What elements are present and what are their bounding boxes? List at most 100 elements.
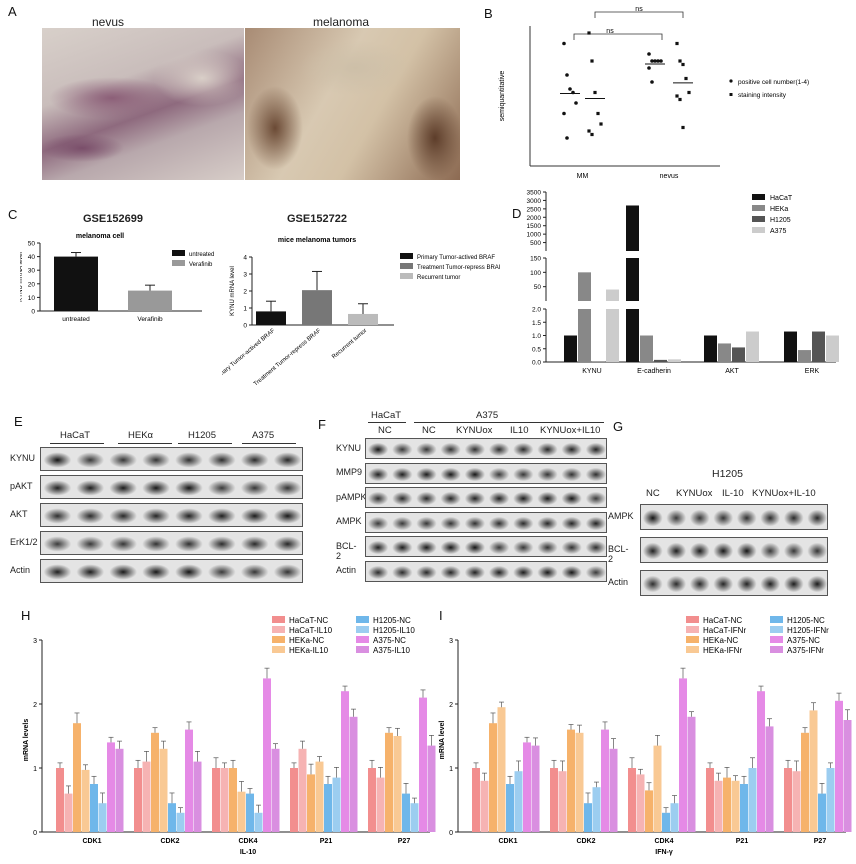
e-row-label-4: Actin — [10, 565, 31, 575]
e-group-underline-0 — [50, 443, 104, 444]
h-bar-2-6 — [263, 678, 271, 832]
i-xlabel-3: P21 — [736, 838, 749, 845]
f-blot-strip-5 — [365, 560, 607, 582]
c1-title: melanoma cell — [76, 233, 124, 240]
b-point-nevus-s1 — [650, 59, 654, 63]
b-point-MM-s1 — [565, 73, 569, 77]
h-y-label: mRNA levels — [23, 719, 30, 762]
c1-ytick-label-10: 10 — [28, 295, 36, 302]
g-row-label-0: AMPK — [608, 511, 634, 521]
i-bar-3-3 — [731, 780, 740, 832]
d-bar-bot-3-0 — [606, 309, 619, 362]
b-ns-bracket-2 — [573, 33, 663, 40]
f-col-label-3: IL10 — [510, 425, 529, 436]
i-bar-4-1 — [792, 771, 801, 832]
h-legend-swatch-2 — [272, 636, 285, 643]
b-point-nevus-s1 — [647, 52, 651, 56]
d-ytick-label-top-1000: 1000 — [527, 232, 542, 239]
c2-ytick-label-3: 3 — [243, 272, 247, 279]
d-ytick-label-bot-1.5: 1.5 — [532, 320, 541, 327]
c2-legend-swatch-1 — [400, 263, 413, 269]
d-ytick-label-top-3000: 3000 — [527, 198, 542, 205]
h-legend-swatch-7 — [356, 646, 369, 653]
e-row-label-1: pAKT — [10, 481, 33, 491]
i-bar-3-2 — [723, 777, 731, 832]
c2-legend-swatch-0 — [400, 253, 413, 259]
b-point-MM-s1 — [568, 87, 572, 91]
e-blot-strip-1 — [40, 475, 303, 499]
i-legend-swatch-4 — [770, 616, 783, 623]
f-row-label-0: KYNU — [336, 442, 362, 453]
f-col-label-2: KYNUox — [456, 425, 493, 436]
panel-letter-a: A — [8, 4, 17, 19]
g-col-label-3: KYNUox+IL-10 — [752, 488, 816, 499]
c2-legend-label-1: Treatment Tumor-repress BRAI — [417, 265, 501, 271]
h-legend-label-6: A375-NC — [373, 636, 406, 645]
d-bar-mid-3-0 — [606, 289, 619, 301]
d-legend-swatch-3 — [752, 227, 765, 233]
d-bar-bot-2-3 — [812, 331, 825, 362]
i-legend-swatch-1 — [686, 626, 699, 633]
d-bar-bot-0-2 — [704, 335, 717, 362]
c2-bar-2 — [348, 313, 378, 325]
d-legend-label-2: H1205 — [770, 217, 791, 224]
i-bar-3-1 — [714, 780, 723, 832]
b-point-nevus-s2 — [678, 59, 682, 63]
e-group-label-2: H1205 — [188, 430, 216, 441]
panel-a-left-title: nevus — [92, 15, 125, 29]
h-legend-label-5: H1205-IL10 — [373, 626, 415, 635]
h-bar-3-4 — [324, 784, 332, 832]
i-legend-label-2: HEKa-NC — [703, 636, 738, 645]
h-legend-swatch-0 — [272, 616, 285, 623]
d-bar-bot-2-2 — [732, 347, 745, 362]
b-point-MM-s2 — [587, 31, 591, 35]
b-point-MM-s2 — [599, 122, 603, 126]
f-col-label-1: NC — [422, 425, 436, 436]
i-bar-0-4 — [506, 784, 514, 832]
h-bar-4-2 — [385, 732, 393, 832]
b-point-MM-s2 — [587, 129, 591, 133]
b-x-tick-nevus: nevus — [660, 173, 679, 180]
h-bar-4-6 — [419, 697, 427, 832]
i-bar-0-5 — [514, 771, 523, 832]
gse152699-title: GSE152699 — [83, 213, 143, 225]
f-blot-strip-1 — [365, 462, 607, 484]
i-bar-0-0 — [472, 768, 480, 832]
h-bar-0-4 — [90, 784, 98, 832]
g-row-label-1: BCL-2 — [608, 544, 629, 564]
h-legend-label-2: HEKa-NC — [289, 636, 324, 645]
b-point-nevus-s2 — [681, 62, 685, 67]
i-legend-swatch-6 — [770, 636, 783, 643]
g-title: H1205 — [712, 468, 743, 480]
d-ytick-label-bot-2.0: 2.0 — [532, 307, 541, 314]
f-a375-underline — [414, 422, 604, 423]
nevus-histology-image — [42, 28, 244, 180]
f-hacat-underline — [368, 422, 406, 423]
f-top-label-a375: A375 — [476, 410, 499, 421]
h-bar-0-0 — [56, 768, 64, 832]
b-ns-bracket-1 — [594, 11, 684, 18]
c1-bar-0 — [54, 256, 98, 311]
d-bar-bot-1-3 — [798, 350, 811, 362]
c1-xlabel-1: Verafinib — [137, 316, 163, 323]
b-legend-label-1: positive cell number(1-4) — [738, 79, 809, 86]
d-ytick-label-bot-1.0: 1.0 — [532, 333, 541, 340]
h-legend-swatch-1 — [272, 626, 285, 633]
i-x-title: IFN-γ — [655, 849, 673, 856]
d-bar-bot-3-1 — [668, 359, 681, 362]
i-ytick-label-0: 0 — [449, 830, 453, 837]
h-ytick-label-1: 1 — [33, 766, 37, 773]
i-legend-label-7: A375-IFNr — [787, 646, 824, 655]
d-bar-bot-3-3 — [826, 335, 839, 362]
i-bar-1-1 — [558, 771, 567, 832]
d-ytick-label-bot-0.0: 0.0 — [532, 360, 541, 367]
i-legend-swatch-5 — [770, 626, 783, 633]
b-point-nevus-s1 — [650, 80, 654, 84]
i-legend-label-1: HaCaT-IFNr — [703, 626, 746, 635]
d-ytick-label-top-2500: 2500 — [527, 206, 542, 213]
d-bar-bot-2-0 — [592, 361, 605, 362]
h-bar-2-2 — [229, 768, 237, 832]
i-ytick-label-3: 3 — [449, 638, 453, 645]
d-bar-bot-0-0 — [564, 335, 577, 362]
h-bar-4-5 — [410, 803, 419, 832]
